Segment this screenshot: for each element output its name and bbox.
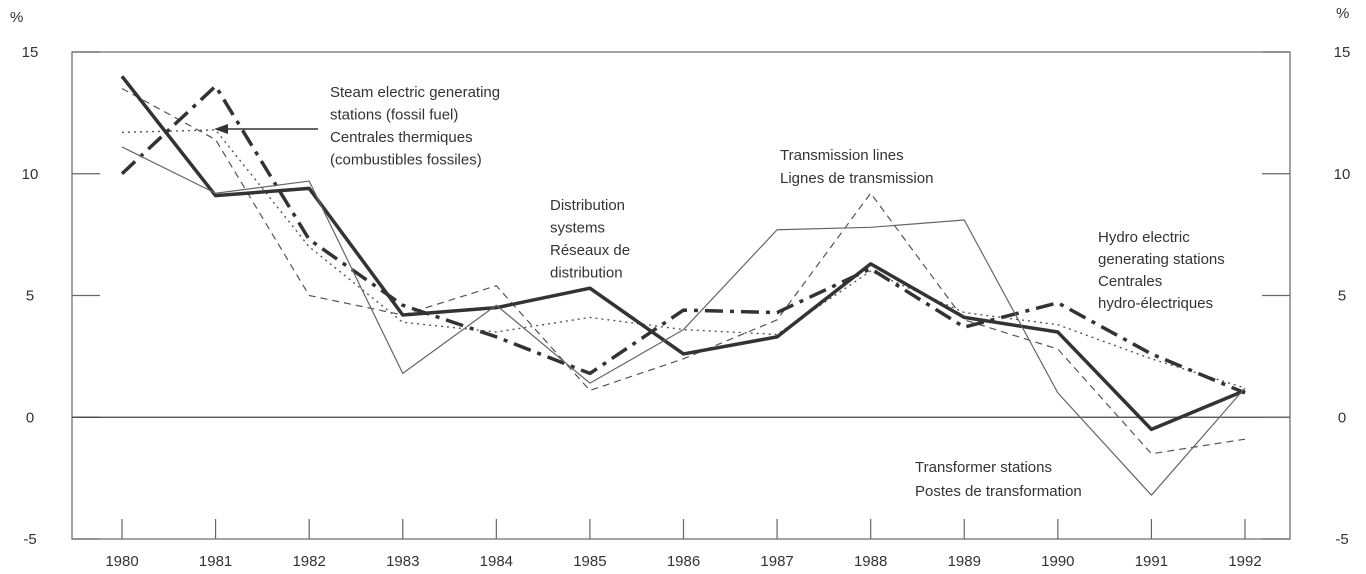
y-unit: % — [10, 9, 23, 26]
series-label: Hydro electric — [1098, 229, 1190, 246]
series-line — [120, 75, 1246, 432]
x-tick-label: 1991 — [1135, 553, 1168, 570]
y-tick-label: 10 — [22, 166, 39, 183]
y2-tick-label: -5 — [1335, 531, 1348, 548]
y-tick-label: 15 — [22, 44, 39, 61]
x-tick-label: 1989 — [948, 553, 981, 570]
x-tick-label: 1981 — [199, 553, 232, 570]
series-label: Lignes de transmission — [780, 170, 933, 187]
x-tick-label: 1982 — [292, 553, 325, 570]
series-label: Transmission lines — [780, 147, 904, 164]
series-label: distribution — [550, 265, 623, 282]
series-label: Réseaux de — [550, 242, 630, 259]
series-line — [121, 129, 1246, 389]
arrow-head — [214, 124, 228, 134]
x-tick-label: 1985 — [573, 553, 606, 570]
series-label: systems — [550, 220, 605, 237]
x-tick-label: 1992 — [1228, 553, 1261, 570]
y2-unit: % — [1336, 5, 1349, 22]
series-label: Centrales — [1098, 273, 1162, 290]
x-tick-label: 1984 — [480, 553, 513, 570]
x-tick-label: 1990 — [1041, 553, 1074, 570]
series-label: Postes de transformation — [915, 483, 1082, 500]
y-tick-label: 5 — [26, 288, 34, 305]
series-label: Transformer stations — [915, 459, 1052, 476]
y-tick-label: -5 — [23, 531, 36, 548]
x-tick-label: 1980 — [105, 553, 138, 570]
series-line — [121, 146, 1246, 496]
series-label: Distribution — [550, 197, 625, 214]
y2-tick-label: 15 — [1334, 44, 1351, 61]
x-tick-label: 1983 — [386, 553, 419, 570]
series-label: stations (fossil fuel) — [330, 107, 458, 124]
y2-tick-label: 0 — [1338, 409, 1346, 426]
y2-tick-label: 10 — [1334, 166, 1351, 183]
x-tick-label: 1988 — [854, 553, 887, 570]
series-label: Steam electric generating — [330, 84, 500, 101]
x-tick-label: 1987 — [760, 553, 793, 570]
y2-tick-label: 5 — [1338, 288, 1346, 305]
series-line — [121, 87, 1246, 455]
y-tick-label: 0 — [26, 409, 34, 426]
series-line — [120, 84, 1246, 395]
series-label: hydro-électriques — [1098, 295, 1213, 312]
x-tick-label: 1986 — [667, 553, 700, 570]
series-label: generating stations — [1098, 251, 1225, 268]
series-label: Centrales thermiques — [330, 129, 473, 146]
series-label: (combustibles fossiles) — [330, 152, 482, 169]
